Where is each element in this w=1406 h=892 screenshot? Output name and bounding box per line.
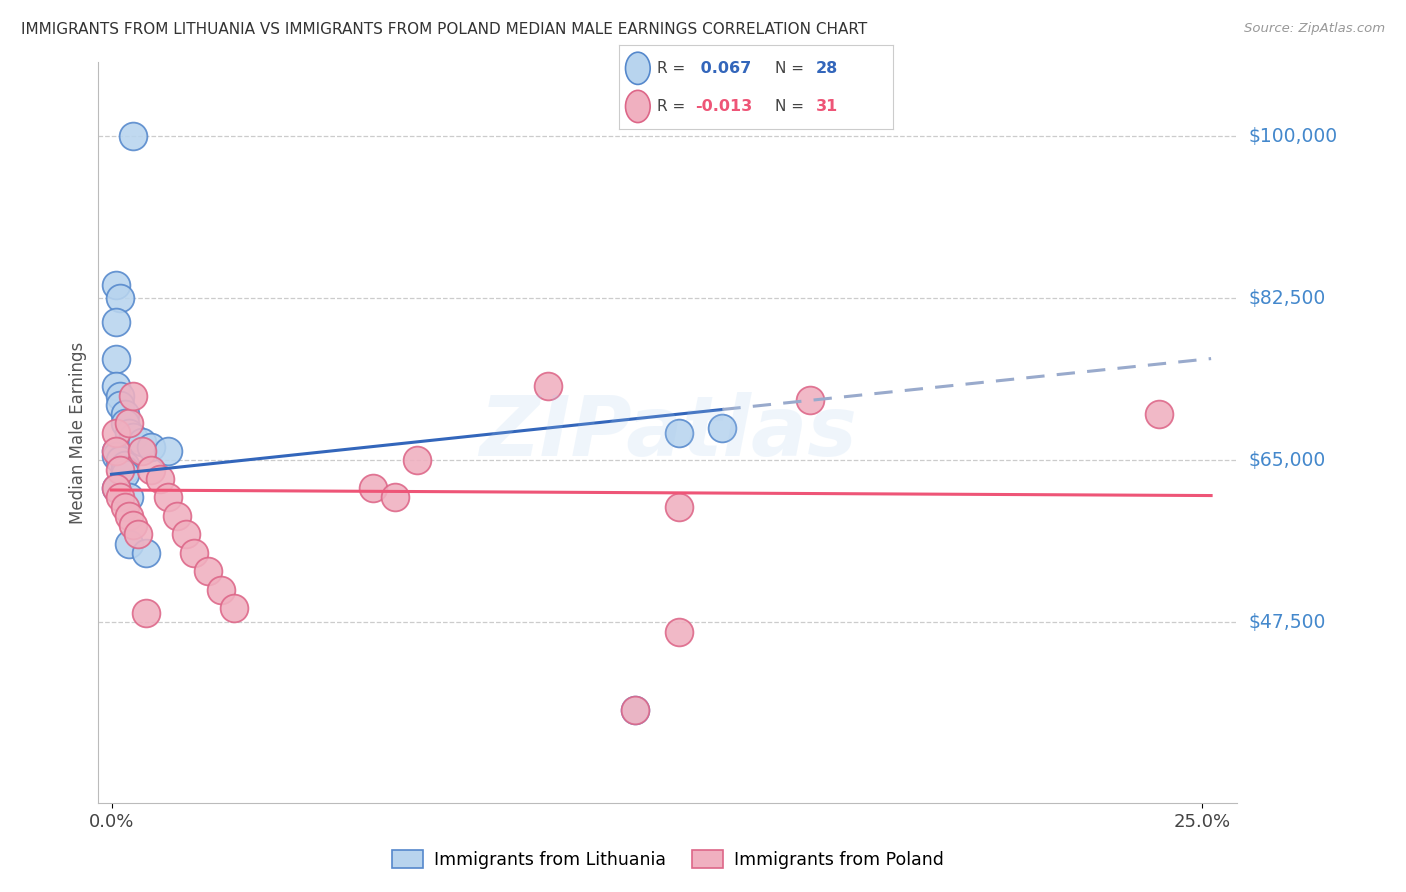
- Point: [624, 703, 647, 717]
- Text: $82,500: $82,500: [1249, 289, 1326, 308]
- Point: [384, 491, 406, 505]
- Text: 28: 28: [815, 61, 838, 76]
- Point: [122, 129, 145, 144]
- Point: [104, 444, 127, 458]
- Point: [104, 351, 127, 366]
- Point: [122, 518, 145, 533]
- Text: R =: R =: [657, 99, 685, 114]
- Text: IMMIGRANTS FROM LITHUANIA VS IMMIGRANTS FROM POLAND MEDIAN MALE EARNINGS CORRELA: IMMIGRANTS FROM LITHUANIA VS IMMIGRANTS …: [21, 22, 868, 37]
- Point: [131, 444, 153, 458]
- Point: [104, 277, 127, 292]
- Point: [114, 500, 136, 514]
- Point: [118, 425, 141, 440]
- Point: [174, 527, 197, 541]
- Point: [537, 379, 560, 393]
- Text: $65,000: $65,000: [1249, 450, 1326, 470]
- Point: [131, 434, 153, 449]
- Point: [114, 462, 136, 476]
- Text: $100,000: $100,000: [1249, 127, 1337, 146]
- Point: [222, 601, 245, 615]
- Point: [166, 508, 188, 523]
- Point: [104, 379, 127, 393]
- Point: [799, 393, 821, 408]
- Point: [127, 527, 149, 541]
- Text: ZIPatlas: ZIPatlas: [479, 392, 856, 473]
- Point: [104, 314, 127, 328]
- Point: [157, 444, 180, 458]
- Point: [668, 425, 690, 440]
- Text: $47,500: $47,500: [1249, 613, 1326, 632]
- Y-axis label: Median Male Earnings: Median Male Earnings: [69, 342, 87, 524]
- Point: [148, 472, 170, 486]
- Point: [197, 565, 219, 579]
- Point: [104, 444, 127, 458]
- Point: [183, 546, 205, 560]
- Point: [135, 606, 157, 620]
- Point: [110, 453, 132, 467]
- Point: [363, 481, 385, 495]
- Point: [122, 388, 145, 402]
- Point: [406, 453, 429, 467]
- Text: -0.013: -0.013: [696, 99, 752, 114]
- Point: [110, 388, 132, 402]
- Point: [118, 536, 141, 550]
- Point: [104, 425, 127, 440]
- Point: [668, 500, 690, 514]
- Point: [209, 582, 232, 597]
- Point: [110, 292, 132, 306]
- Point: [139, 462, 162, 476]
- Point: [114, 467, 136, 482]
- Point: [114, 407, 136, 421]
- Point: [118, 491, 141, 505]
- Legend: Immigrants from Lithuania, Immigrants from Poland: Immigrants from Lithuania, Immigrants fr…: [385, 843, 950, 876]
- Point: [135, 546, 157, 560]
- Point: [139, 440, 162, 454]
- Point: [114, 458, 136, 472]
- Point: [118, 417, 141, 431]
- Point: [110, 462, 132, 476]
- Point: [110, 398, 132, 412]
- Ellipse shape: [626, 53, 650, 85]
- Point: [624, 703, 647, 717]
- Point: [1147, 407, 1170, 421]
- Point: [157, 491, 180, 505]
- Text: 31: 31: [815, 99, 838, 114]
- Point: [668, 624, 690, 639]
- Point: [104, 449, 127, 463]
- Point: [110, 491, 132, 505]
- Point: [104, 481, 127, 495]
- Ellipse shape: [626, 90, 650, 122]
- Point: [118, 508, 141, 523]
- Text: N =: N =: [775, 99, 804, 114]
- Text: R =: R =: [657, 61, 690, 76]
- Text: 0.067: 0.067: [696, 61, 752, 76]
- Point: [104, 481, 127, 495]
- Text: Source: ZipAtlas.com: Source: ZipAtlas.com: [1244, 22, 1385, 36]
- Point: [114, 417, 136, 431]
- Point: [122, 430, 145, 444]
- Point: [711, 421, 734, 435]
- Text: N =: N =: [775, 61, 804, 76]
